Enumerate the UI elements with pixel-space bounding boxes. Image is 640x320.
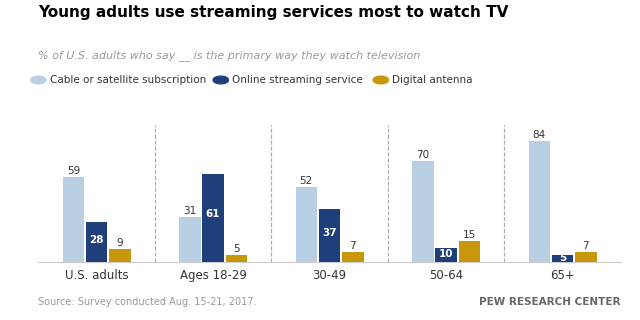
Text: 84: 84	[532, 130, 546, 140]
Bar	[412, 161, 433, 262]
Text: Young adults use streaming services most to watch TV: Young adults use streaming services most…	[38, 5, 509, 20]
Text: 31: 31	[183, 206, 196, 216]
Bar	[86, 222, 108, 262]
Bar	[296, 187, 317, 262]
Bar	[179, 218, 200, 262]
Bar	[342, 252, 364, 262]
Text: Online streaming service: Online streaming service	[232, 75, 363, 85]
Text: 28: 28	[90, 235, 104, 245]
Text: 7: 7	[349, 241, 356, 251]
Bar	[435, 248, 457, 262]
Bar	[109, 249, 131, 262]
Text: % of U.S. adults who say __ is the primary way they watch television: % of U.S. adults who say __ is the prima…	[38, 50, 420, 60]
Text: 61: 61	[206, 209, 220, 219]
Bar	[529, 141, 550, 262]
Text: 10: 10	[439, 249, 453, 260]
Bar	[226, 255, 247, 262]
Bar	[63, 177, 84, 262]
Bar	[552, 255, 573, 262]
Text: 37: 37	[323, 228, 337, 238]
Text: PEW RESEARCH CENTER: PEW RESEARCH CENTER	[479, 297, 621, 307]
Text: 7: 7	[582, 241, 589, 251]
Text: 5: 5	[559, 253, 566, 263]
Bar	[202, 174, 224, 262]
Text: Cable or satellite subscription: Cable or satellite subscription	[50, 75, 206, 85]
Text: 59: 59	[67, 166, 80, 176]
Text: 15: 15	[463, 229, 476, 239]
Text: 70: 70	[416, 150, 429, 160]
Text: 9: 9	[116, 238, 124, 248]
Bar	[459, 241, 480, 262]
Text: Source: Survey conducted Aug. 15-21, 2017.: Source: Survey conducted Aug. 15-21, 201…	[38, 297, 257, 307]
Text: 52: 52	[300, 176, 313, 186]
Text: 5: 5	[233, 244, 240, 254]
Bar	[575, 252, 596, 262]
Text: Digital antenna: Digital antenna	[392, 75, 473, 85]
Bar	[319, 209, 340, 262]
